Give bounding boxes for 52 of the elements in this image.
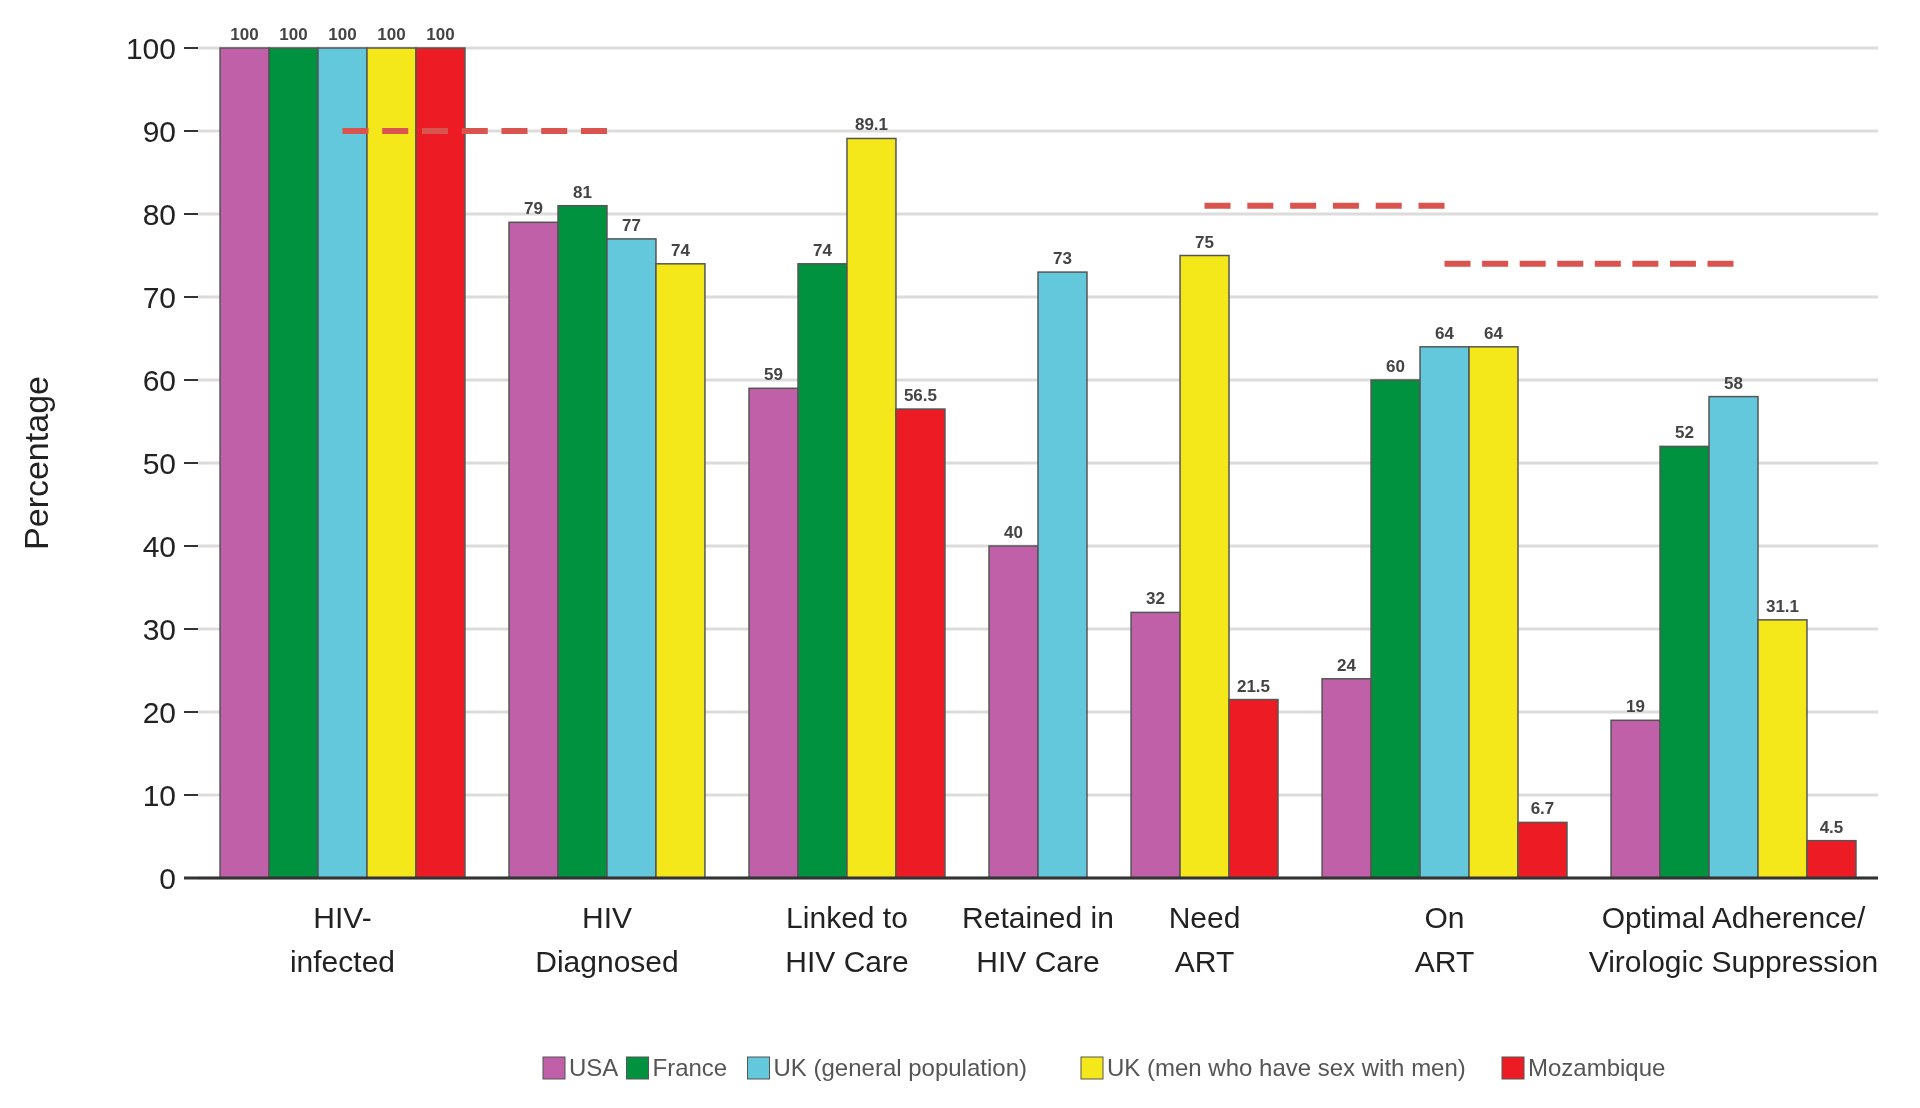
legend-label: UK (general population) xyxy=(773,1054,1027,1081)
x-tick-label: HIV Diagnosed xyxy=(535,901,679,978)
legend-label: Mozambique xyxy=(1528,1054,1666,1081)
data-label: 73 xyxy=(1053,249,1072,269)
data-label: 79 xyxy=(524,199,543,219)
data-label: 81 xyxy=(573,182,592,202)
x-tick-label: On ART xyxy=(1414,901,1475,978)
y-tick-label: 40 xyxy=(142,529,176,563)
y-tick-label: 70 xyxy=(142,280,176,314)
data-label: 64 xyxy=(1484,323,1504,343)
legend-label: France xyxy=(652,1054,728,1081)
x-tick-label: Linked to HIV Care xyxy=(785,901,909,978)
data-label: 40 xyxy=(1004,523,1023,542)
data-label: 21.5 xyxy=(1236,676,1271,696)
y-tick-label: 10 xyxy=(142,778,176,812)
y-tick-label: 80 xyxy=(142,197,176,231)
data-label: 89.1 xyxy=(854,115,889,135)
x-tick-label: HIV-infected xyxy=(289,901,396,978)
y-axis-title: Percentage xyxy=(17,376,55,550)
y-tick-label: 60 xyxy=(142,363,176,397)
legend-label: USA xyxy=(569,1054,619,1081)
x-tick-label: Need ART xyxy=(1168,901,1241,978)
data-label: 58 xyxy=(1724,373,1743,393)
data-label: 74 xyxy=(813,240,833,260)
data-label: 4.5 xyxy=(1819,817,1844,837)
data-label: 32 xyxy=(1146,589,1166,609)
data-label: 100 xyxy=(279,25,308,44)
data-label: 19 xyxy=(1626,697,1646,717)
data-label: 74 xyxy=(670,240,691,260)
data-label: 100 xyxy=(328,25,357,44)
data-label: 100 xyxy=(377,25,406,44)
data-label: 6.7 xyxy=(1530,799,1555,819)
y-tick-label: 0 xyxy=(159,861,176,895)
data-label: 75 xyxy=(1195,232,1214,252)
data-label: 100 xyxy=(426,25,455,44)
data-label: 60 xyxy=(1386,357,1406,376)
y-tick-label: 30 xyxy=(142,612,176,646)
legend-label: UK (men who have sex with men) xyxy=(1107,1054,1466,1081)
data-label: 77 xyxy=(622,215,641,235)
y-tick-label: 50 xyxy=(142,446,176,480)
data-label: 56.5 xyxy=(903,386,937,406)
y-tick-label: 90 xyxy=(142,114,176,148)
data-label: 52 xyxy=(1675,423,1694,443)
data-label: 24 xyxy=(1337,655,1357,675)
x-tick-label: Retained in HIV Care xyxy=(962,901,1114,978)
y-tick-label: 20 xyxy=(142,695,176,729)
data-label: 59 xyxy=(764,365,783,385)
data-label: 64 xyxy=(1435,323,1455,343)
y-tick-label: 100 xyxy=(125,31,176,65)
data-label: 31.1 xyxy=(1765,596,1800,616)
x-tick-label: Optimal Adherence/Virologic Suppression xyxy=(1588,901,1879,978)
data-label: 100 xyxy=(230,25,259,44)
